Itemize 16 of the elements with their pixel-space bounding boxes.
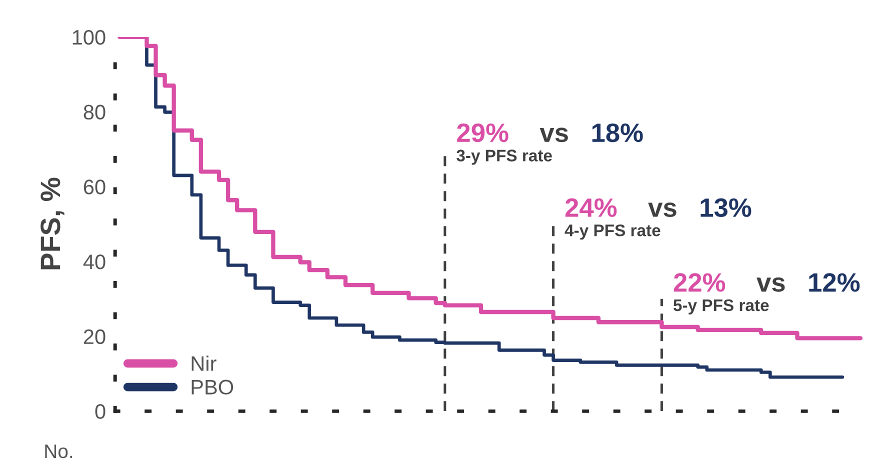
legend-label: PBO	[192, 380, 234, 395]
annotation: 3-y PFS rate	[456, 150, 552, 165]
annotation: 22% vs 12%	[674, 273, 860, 292]
annotation: 4-y PFS rate	[564, 224, 660, 240]
y-axis-title: PFS, %	[40, 178, 64, 270]
annotation: 5-y PFS rate	[673, 299, 769, 314]
text: No.	[45, 444, 72, 458]
y-tick-label: 20	[84, 329, 106, 344]
y-tick-label: 40	[83, 254, 106, 270]
y-tick-label: 80	[84, 104, 106, 120]
legend-label: Nir	[192, 356, 216, 371]
y-tick-label: 60	[84, 180, 106, 194]
annotation: 29% vs 18%	[457, 123, 643, 142]
annotation: 24% vs 13%	[565, 198, 752, 218]
y-tick-label: 100	[72, 30, 106, 45]
y-tick-label: 0	[95, 404, 106, 419]
